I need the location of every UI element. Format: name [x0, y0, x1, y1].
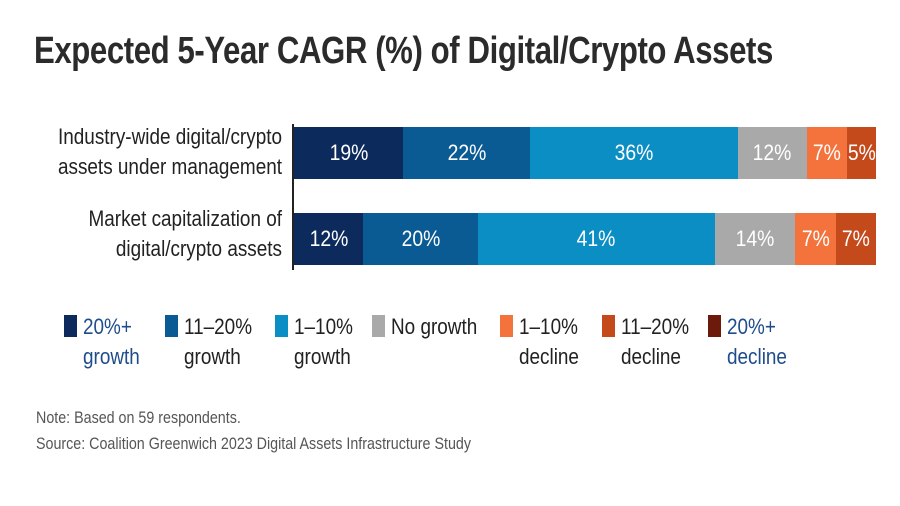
bar-segment: 14%: [714, 213, 796, 265]
data-label: 7%: [801, 226, 830, 251]
legend-swatch: [500, 315, 513, 337]
category-label-line: assets under management: [57, 154, 282, 179]
legend: 20%+ growth 11–20% growth 1–10% growth No grow…: [0, 312, 900, 382]
legend-item: 11–20% decline: [602, 312, 700, 372]
legend-swatch: [708, 315, 721, 337]
legend-label-line: growth: [294, 344, 351, 369]
bar-segment: 7%: [795, 213, 836, 265]
category-label-aum: Industry-wide digital/crypto assets unde…: [39, 122, 282, 182]
chart-source: Source: Coalition Greenwich 2023 Digital…: [36, 434, 471, 453]
bar-segment: 7%: [806, 127, 848, 179]
legend-label: 11–20% decline: [621, 312, 689, 372]
bar-segment: 12%: [737, 127, 807, 179]
data-label: 5%: [847, 140, 876, 165]
data-label: 19%: [329, 140, 369, 165]
bar-row: 19% 22% 36% 12% 7% 5%: [294, 127, 876, 179]
data-label: 7%: [813, 140, 841, 165]
legend-swatch: [372, 315, 385, 337]
legend-label: 1–10% growth: [294, 312, 353, 372]
legend-swatch: [64, 315, 77, 337]
bar-segment: 19%: [294, 127, 404, 179]
bar-segment: 12%: [294, 213, 364, 265]
bar-segment: 36%: [530, 127, 738, 179]
chart-title: Expected 5-Year CAGR (%) of Digital/Cryp…: [34, 30, 773, 72]
bar-segment: 7%: [835, 213, 876, 265]
category-axis-line: [292, 124, 294, 270]
legend-swatch: [602, 315, 615, 337]
legend-label-line: decline: [727, 344, 787, 369]
data-label: 12%: [752, 140, 792, 165]
legend-label-line: 20%+: [83, 314, 132, 339]
legend-label-line: decline: [519, 344, 579, 369]
category-label-line: digital/crypto assets: [115, 236, 282, 261]
legend-label-line: growth: [184, 344, 241, 369]
bar-row: 12% 20% 41% 14% 7% 7%: [294, 213, 876, 265]
chart-note: Note: Based on 59 respondents.: [36, 408, 241, 427]
legend-item: 20%+ growth: [64, 312, 149, 372]
legend-label-line: 11–20%: [184, 314, 253, 339]
legend-item: 20%+ decline: [708, 312, 797, 372]
data-label: 41%: [577, 226, 616, 251]
legend-label: 11–20% growth: [184, 312, 252, 372]
data-label: 20%: [401, 226, 441, 251]
bar-segment: 5%: [847, 127, 876, 179]
legend-label: 20%+ growth: [83, 312, 140, 372]
legend-label-line: 1–10%: [519, 314, 578, 339]
data-label: 14%: [735, 226, 775, 251]
legend-label-line: decline: [621, 344, 681, 369]
bar-segment: 22%: [403, 127, 531, 179]
data-label: 12%: [309, 226, 348, 251]
legend-label-line: growth: [83, 344, 140, 369]
category-label-line: Industry-wide digital/crypto: [58, 124, 282, 149]
bar-segment: 20%: [363, 213, 479, 265]
legend-label: 1–10% decline: [519, 312, 579, 372]
legend-label-line: No growth: [391, 314, 478, 339]
data-label: 22%: [447, 140, 487, 165]
legend-label-line: 1–10%: [294, 314, 353, 339]
legend-item: 1–10% growth: [275, 312, 363, 372]
legend-swatch: [165, 315, 178, 337]
legend-label-line: 11–20%: [621, 314, 690, 339]
legend-item: 11–20% growth: [165, 312, 263, 372]
legend-swatch: [275, 315, 288, 337]
bar-segment: 41%: [478, 213, 715, 265]
data-label: 7%: [841, 226, 870, 251]
legend-item: 1–10% decline: [500, 312, 589, 372]
legend-label: 20%+ decline: [727, 312, 787, 372]
category-label-line: Market capitalization of: [88, 206, 283, 231]
legend-label-line: 20%+: [727, 314, 776, 339]
legend-label: No growth: [391, 312, 477, 342]
data-label: 36%: [614, 140, 654, 165]
legend-item: No growth: [372, 312, 491, 342]
category-label-market-cap: Market capitalization of digital/crypto …: [39, 204, 283, 264]
